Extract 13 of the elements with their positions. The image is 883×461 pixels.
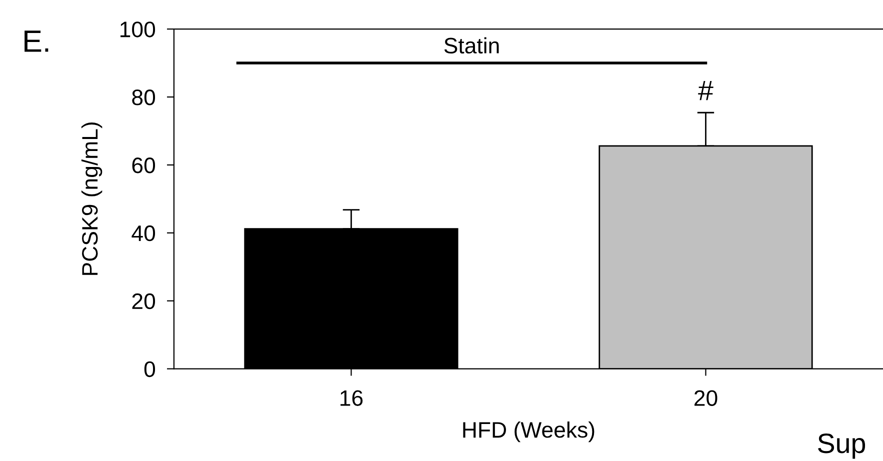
x-tick-label: 16 (340, 390, 363, 406)
text: E. (24, 30, 48, 52)
x-axis-title: HFD (Weeks) (463, 421, 594, 442)
y-tick-label: 20 (132, 293, 156, 310)
y-tick-label: 40 (132, 225, 156, 242)
y-tick-label: 60 (132, 157, 156, 174)
text: Sup (818, 434, 866, 459)
annotation: Statin (444, 37, 499, 54)
annotation: # (698, 81, 714, 100)
y-tick-label: 0 (144, 361, 156, 378)
y-tick-label: 100 (120, 22, 156, 38)
y-tick-label: 80 (132, 90, 156, 106)
y-axis-title: PCSK9 (ng/mL) (81, 122, 102, 275)
